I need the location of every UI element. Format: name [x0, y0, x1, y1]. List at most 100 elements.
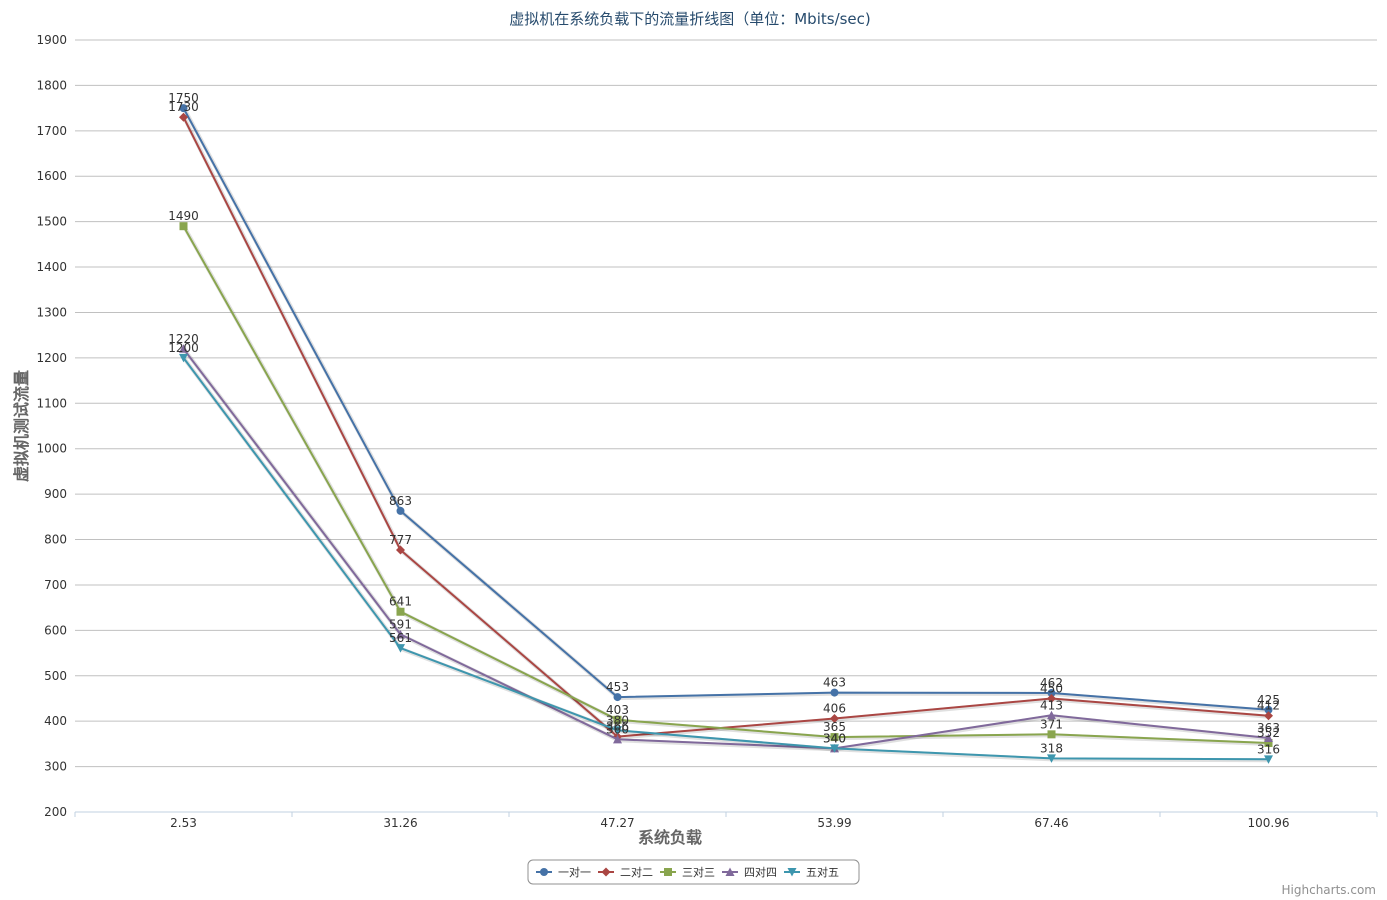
x-axis: 2.53 31.26 47.27 53.99 67.46 100.96 — [74, 812, 1378, 830]
data-point — [613, 693, 622, 702]
data-label: 462 — [1040, 676, 1063, 690]
data-label: 450 — [1040, 681, 1063, 695]
y-tick-label: 1300 — [36, 305, 67, 319]
data-label: 425 — [1257, 693, 1280, 707]
data-label: 371 — [1040, 717, 1063, 731]
legend-label: 一对一 — [558, 865, 591, 879]
legend-label: 三对三 — [682, 865, 715, 879]
data-label: 340 — [823, 731, 846, 745]
x-tick-label: 47.27 — [600, 816, 634, 830]
series-line-shadow — [182, 117, 1270, 740]
data-label: 777 — [389, 533, 412, 547]
data-label: 403 — [606, 703, 629, 717]
data-point — [1047, 689, 1056, 698]
series-line — [182, 107, 1269, 711]
y-tick-label: 1600 — [36, 169, 67, 183]
legend-label: 二对二 — [620, 865, 653, 879]
data-label: 591 — [389, 617, 412, 631]
y-tick-label: 1000 — [36, 442, 67, 456]
y-tick-label: 300 — [44, 760, 67, 774]
data-label: 316 — [1257, 742, 1280, 756]
data-label: 1490 — [168, 209, 199, 223]
data-point — [1264, 711, 1273, 721]
legend-item-2[interactable]: 二对二 — [598, 865, 653, 879]
legend-item-5[interactable]: 五对五 — [784, 865, 839, 879]
data-labels: 1750 863 453 463 462 425 1730 777 366 406 450 412 14… — [168, 91, 1280, 756]
series-1 — [179, 104, 1273, 714]
data-point — [396, 607, 405, 616]
data-label: 363 — [1257, 721, 1280, 735]
legend-marker — [601, 867, 611, 877]
data-label: 406 — [823, 701, 846, 715]
data-label: 413 — [1040, 698, 1063, 712]
series-4 — [179, 344, 1273, 753]
data-label: 412 — [1257, 699, 1280, 713]
y-tick-label: 400 — [44, 714, 67, 728]
y-tick-label: 200 — [44, 805, 67, 819]
data-label: 366 — [606, 720, 629, 734]
data-point — [613, 734, 622, 744]
data-label: 360 — [606, 722, 629, 736]
data-point — [1047, 693, 1056, 703]
data-label: 1750 — [168, 91, 199, 105]
series-line — [182, 357, 1269, 761]
y-tick-label: 800 — [44, 533, 67, 547]
series-line — [182, 225, 1269, 744]
y-tick-label: 700 — [44, 578, 67, 592]
legend-marker — [725, 867, 735, 876]
y-tick-label: 1200 — [36, 351, 67, 365]
y-tick-label: 900 — [44, 487, 67, 501]
legend-marker — [664, 868, 672, 876]
legend-item-4[interactable]: 四对四 — [722, 865, 777, 879]
data-point — [1264, 733, 1273, 742]
data-point — [1264, 738, 1273, 747]
data-point — [1047, 710, 1056, 720]
y-tick-label: 1900 — [36, 33, 67, 47]
y-tick-label: 1700 — [36, 124, 67, 138]
y-axis: 200 300 400 500 600 700 800 900 1000 1100 1200 1300… — [36, 33, 67, 819]
data-label: 1220 — [168, 332, 199, 346]
legend: 一对一 二对二 三对三 四对四 五对五 — [527, 859, 860, 885]
data-label: 352 — [1257, 726, 1280, 740]
legend-item-1[interactable]: 一对一 — [536, 865, 591, 879]
y-tick-label: 1400 — [36, 260, 67, 274]
data-label: 561 — [389, 631, 412, 645]
data-point — [179, 344, 188, 353]
data-label: 318 — [1040, 741, 1063, 755]
series-group — [179, 104, 1273, 764]
series-3 — [179, 222, 1273, 747]
data-label: 380 — [606, 713, 629, 727]
data-label: 1730 — [168, 100, 199, 114]
x-tick-label: 31.26 — [383, 816, 417, 830]
y-tick-label: 1500 — [36, 215, 67, 229]
data-point — [830, 733, 839, 742]
data-point — [179, 353, 188, 363]
legend-marker — [787, 868, 797, 877]
y-tick-label: 600 — [44, 623, 67, 637]
series-line-shadow — [182, 226, 1270, 746]
data-label: 453 — [606, 680, 629, 694]
x-tick-label: 2.53 — [170, 816, 197, 830]
legend-box — [527, 859, 860, 885]
chart-title: 虚拟机在系统负载下的流量折线图（单位：Mbits/sec) — [509, 10, 871, 28]
legend-marker — [540, 868, 548, 876]
data-point — [179, 112, 188, 122]
credits-link[interactable]: Highcharts.com — [1282, 883, 1376, 897]
data-label: 365 — [823, 720, 846, 734]
x-tick-label: 53.99 — [817, 816, 851, 830]
data-point — [396, 506, 405, 515]
series-line — [182, 348, 1269, 750]
y-tick-label: 500 — [44, 669, 67, 683]
data-label: 641 — [389, 595, 412, 609]
y-axis-title: 虚拟机测试流量 — [12, 370, 31, 482]
data-point — [396, 545, 405, 555]
legend-label: 五对五 — [806, 865, 839, 879]
data-point — [179, 222, 188, 231]
data-point — [830, 688, 839, 697]
data-point — [1264, 705, 1273, 714]
data-point — [396, 629, 405, 639]
series-5 — [179, 353, 1273, 764]
legend-item-3[interactable]: 三对三 — [660, 865, 715, 879]
data-label: 463 — [823, 676, 846, 690]
